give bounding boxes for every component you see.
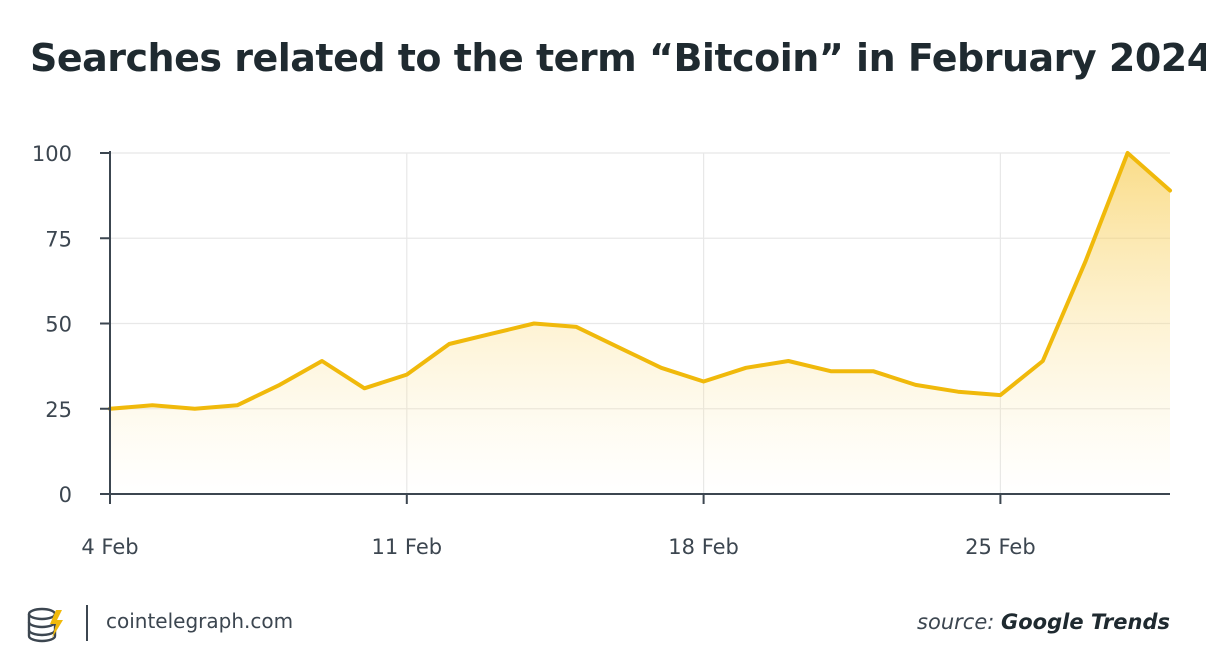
footer-site: cointelegraph.com	[106, 609, 294, 633]
series-line	[108, 151, 1172, 411]
y-tick-label-4: 100	[32, 142, 72, 166]
coin-stack-icon	[27, 607, 63, 643]
area-fill	[110, 153, 1170, 494]
source-prefix: source:	[917, 610, 995, 634]
y-tick-label-2: 50	[45, 313, 72, 337]
x-tick-label-3: 25 Feb	[965, 535, 1036, 559]
x-axis-ticks: 4 Feb 11 Feb 18 Feb 25 Feb	[81, 494, 1036, 559]
footer-separator	[86, 605, 88, 641]
y-tick-label-3: 75	[45, 227, 72, 251]
y-tick-label-1: 25	[45, 398, 72, 422]
y-tick-label-0: 0	[59, 483, 72, 507]
chart-title: Searches related to the term “Bitcoin” i…	[30, 36, 1206, 80]
footer-source: source: Google Trends	[917, 610, 1170, 634]
x-tick-label-2: 18 Feb	[668, 535, 739, 559]
source-name: Google Trends	[1001, 610, 1170, 634]
x-tick-label-0: 4 Feb	[81, 535, 138, 559]
x-tick-label-1: 11 Feb	[372, 535, 443, 559]
y-axis-ticks: 0 25 50 75 100	[32, 142, 110, 507]
